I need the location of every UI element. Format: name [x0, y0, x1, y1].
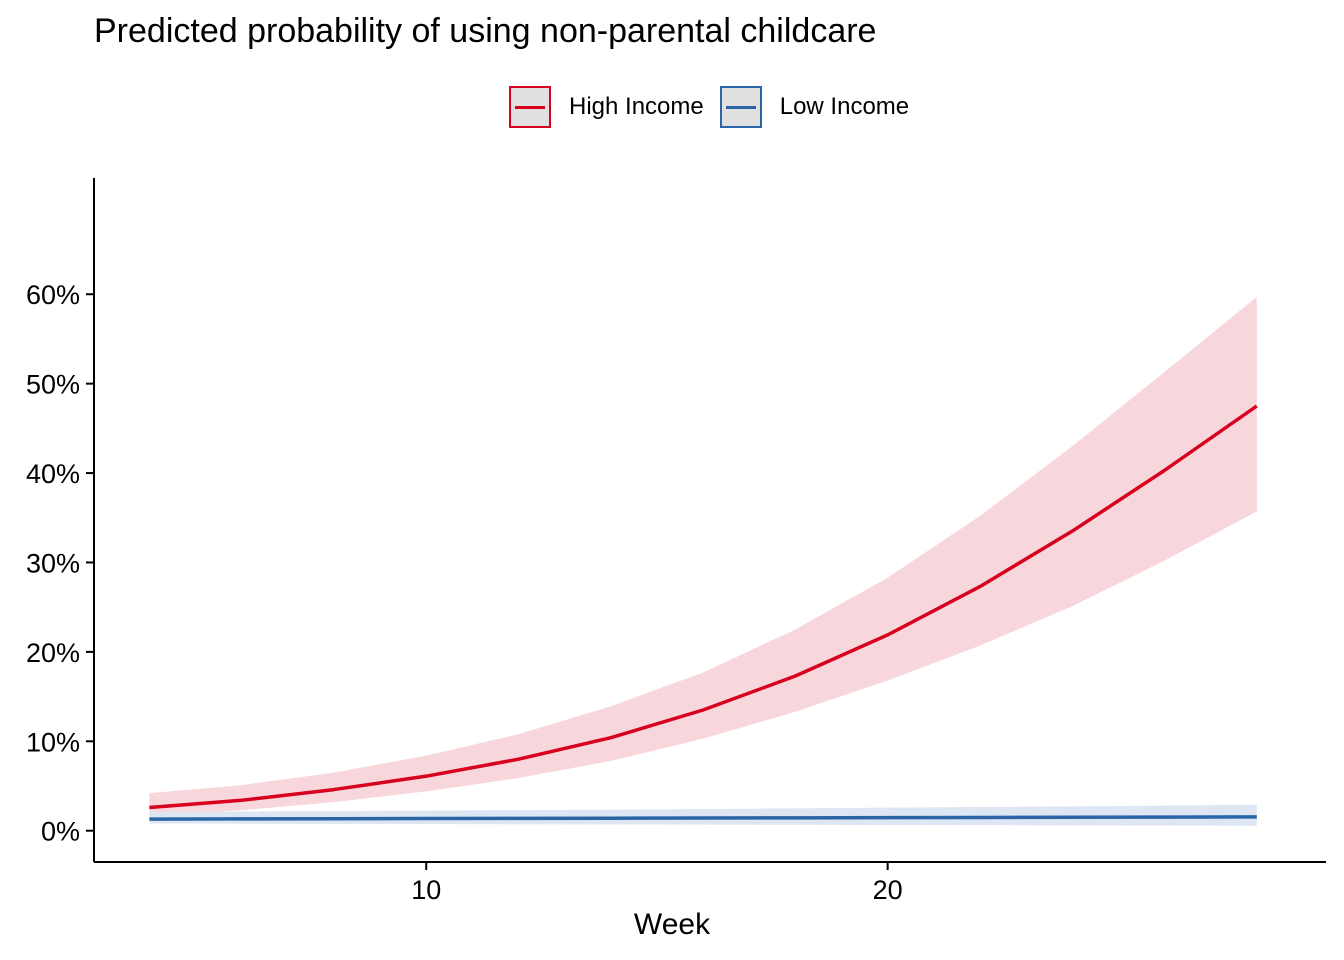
legend-key-low-income	[719, 86, 762, 128]
y-tick-label: 50%	[26, 370, 80, 400]
y-tick-label: 40%	[26, 459, 80, 489]
x-axis-title: Week	[633, 908, 711, 941]
ribbon-high-income	[149, 296, 1257, 817]
y-tick-label: 10%	[26, 727, 80, 757]
y-tick-label: 20%	[26, 638, 80, 668]
legend-item-low-income: Low Income	[719, 86, 910, 128]
x-tick-label: 10	[411, 875, 441, 905]
y-tick-label: 30%	[26, 548, 80, 578]
legend-label-high-income: High Income	[569, 93, 704, 120]
legend-label-low-income: Low Income	[779, 93, 910, 120]
series-line-high-income	[149, 404, 1258, 810]
y-tick-label: 0%	[41, 817, 80, 847]
y-tick-label: 60%	[26, 280, 80, 310]
legend: High Income Low Income	[509, 84, 925, 130]
ribbon-low-income	[149, 804, 1257, 826]
legend-item-high-income: High Income	[509, 86, 704, 128]
chart-title: Predicted probability of using non-paren…	[94, 12, 877, 50]
series-line-low-income	[149, 815, 1257, 821]
x-tick-label: 20	[873, 875, 903, 905]
legend-key-high-income	[509, 86, 551, 128]
